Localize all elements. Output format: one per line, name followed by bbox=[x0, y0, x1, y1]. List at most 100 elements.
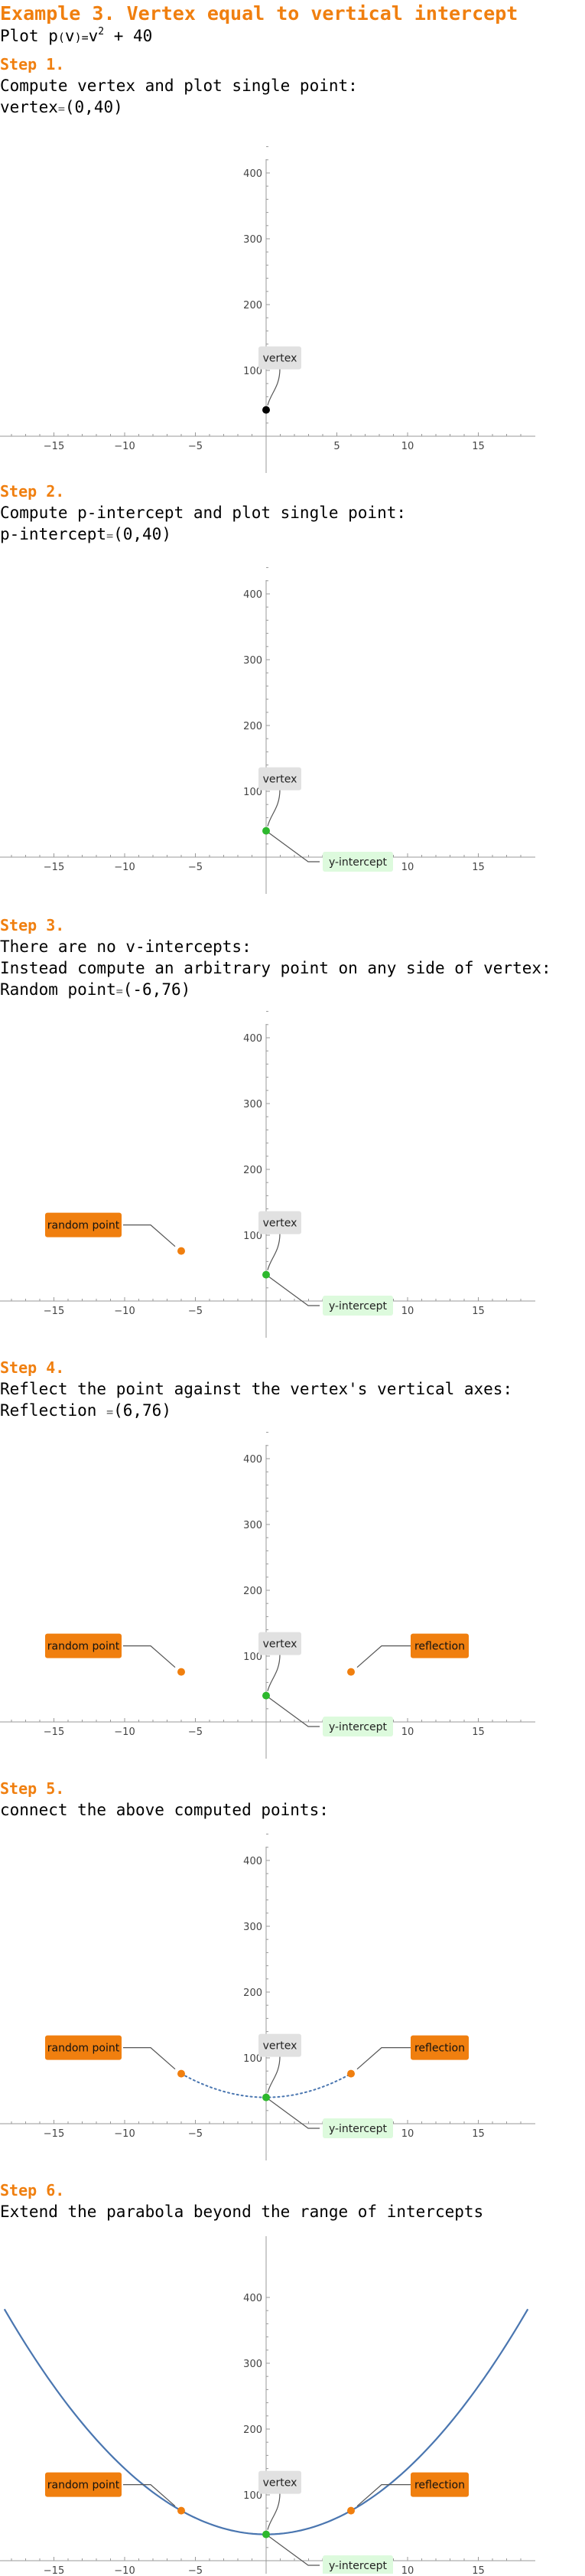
step-4-value: (6,76) bbox=[113, 1401, 171, 1420]
random-point-label-box bbox=[45, 1633, 122, 1658]
vertex-leader bbox=[267, 2056, 281, 2093]
x-tick-label: −10 bbox=[114, 441, 135, 452]
x-tick-label: 15 bbox=[472, 2565, 485, 2574]
y-tick-label: 300 bbox=[243, 1099, 262, 1110]
function-name: p bbox=[48, 27, 58, 45]
reflection-label-box bbox=[411, 2472, 469, 2497]
step-5-label: Step 5. bbox=[0, 1779, 65, 1798]
step-5-line-1: connect the above computed points: bbox=[0, 1801, 329, 1819]
x-tick-label: −5 bbox=[188, 1306, 203, 1317]
x-tick-label: −10 bbox=[114, 2128, 135, 2140]
reflection-label-text: reflection bbox=[414, 1641, 465, 1653]
reflection-label-text: reflection bbox=[414, 2043, 465, 2055]
y-tick-label: 300 bbox=[243, 655, 262, 667]
random-point-leader bbox=[123, 1224, 176, 1247]
y-tick-label: 100 bbox=[243, 1652, 262, 1663]
x-tick-label: −10 bbox=[114, 1727, 135, 1738]
step-4-value-name: Reflection bbox=[0, 1401, 107, 1420]
vertex-label-box bbox=[258, 1632, 301, 1655]
y-intercept-label-text: y-intercept bbox=[329, 1721, 388, 1733]
step-5-text: Step 5. connect the above computed point… bbox=[0, 1778, 585, 1821]
x-tick-label: 15 bbox=[472, 862, 485, 873]
x-tick-label: 10 bbox=[401, 1727, 414, 1738]
step-1-equals: = bbox=[57, 102, 65, 116]
x-tick-label: −10 bbox=[114, 1306, 135, 1317]
y-intercept-label-text: y-intercept bbox=[329, 2123, 388, 2135]
step-1-text: Step 1. Compute vertex and plot single p… bbox=[0, 54, 585, 119]
function-definition: Plot p(v)=v2 + 40 bbox=[0, 24, 152, 51]
close-paren: ) bbox=[74, 31, 82, 44]
step-1-value: (0,40) bbox=[64, 98, 123, 116]
y-intercept-label-text: y-intercept bbox=[329, 856, 388, 869]
x-tick-label: 15 bbox=[472, 1727, 485, 1738]
step-2-label: Step 2. bbox=[0, 482, 65, 501]
data-point-random-point bbox=[177, 2506, 185, 2515]
x-tick-label: −5 bbox=[188, 1727, 203, 1738]
x-tick-label: 15 bbox=[472, 2128, 485, 2140]
y-intercept-label-text: y-intercept bbox=[329, 1300, 388, 1312]
y-tick-label: 400 bbox=[243, 1454, 262, 1466]
step-4-label: Step 4. bbox=[0, 1358, 65, 1377]
step-4-line-1: Reflect the point against the vertex's v… bbox=[0, 1380, 513, 1398]
data-point-random-point bbox=[177, 1668, 185, 1676]
x-tick-label: 15 bbox=[472, 441, 485, 452]
step-4-equals: = bbox=[106, 1405, 114, 1419]
page-title: Example 3. Vertex equal to vertical inte… bbox=[0, 2, 518, 24]
random-point-label-box bbox=[45, 1212, 122, 1237]
x-tick-label: −15 bbox=[44, 2565, 64, 2574]
random-point-label-box bbox=[45, 2472, 122, 2497]
y-intercept-leader bbox=[265, 830, 320, 862]
step-2-line-1: Compute p-intercept and plot single poin… bbox=[0, 504, 407, 522]
data-point-random-point bbox=[177, 2069, 185, 2078]
y-intercept-label-box bbox=[323, 2555, 393, 2574]
x-tick-label: −15 bbox=[44, 441, 64, 452]
step-1-value-name: vertex bbox=[0, 98, 58, 116]
y-intercept-label-box bbox=[323, 1717, 393, 1736]
x-tick-label: −10 bbox=[114, 2565, 135, 2574]
y-tick-label: 300 bbox=[243, 1922, 262, 1933]
random-point-label-text: random point bbox=[47, 1220, 120, 1232]
reflection-leader bbox=[356, 2047, 411, 2070]
vertex-label-box bbox=[258, 1211, 301, 1234]
y-tick-label: 200 bbox=[243, 721, 262, 732]
step-4-text: Step 4. Reflect the point against the ve… bbox=[0, 1357, 585, 1423]
y-tick-label: 300 bbox=[243, 1520, 262, 1531]
data-point-reflection bbox=[347, 2506, 355, 2515]
y-tick-label: 200 bbox=[243, 2424, 262, 2436]
chart-step-3: −15−10−551015100200300400y-interceptvert… bbox=[0, 1011, 535, 1338]
random-point-label-text: random point bbox=[47, 2480, 120, 2492]
data-point-vertex bbox=[262, 2530, 270, 2539]
x-tick-label: 10 bbox=[401, 1306, 414, 1317]
y-tick-label: 400 bbox=[243, 589, 262, 601]
random-point-leader bbox=[123, 2047, 176, 2070]
step-2-equals: = bbox=[106, 529, 114, 543]
y-tick-label: 200 bbox=[243, 1586, 262, 1597]
chart-step-4: −15−10−551015100200300400y-interceptvert… bbox=[0, 1432, 535, 1759]
x-tick-label: −15 bbox=[44, 1306, 64, 1317]
x-tick-label: 10 bbox=[401, 441, 414, 452]
y-tick-label: 100 bbox=[243, 366, 262, 377]
step-6-text: Step 6. Extend the parabola beyond the r… bbox=[0, 2180, 585, 2222]
data-point-vertex bbox=[262, 2093, 270, 2102]
step-3-line-2: Instead compute an arbitrary point on an… bbox=[0, 959, 551, 977]
step-1-line-2: vertex=(0,40) bbox=[0, 96, 585, 119]
x-tick-label: −5 bbox=[188, 2565, 203, 2574]
y-tick-label: 100 bbox=[243, 2490, 262, 2502]
step-2-text: Step 2. Compute p-intercept and plot sin… bbox=[0, 481, 585, 546]
y-tick-label: 200 bbox=[243, 300, 262, 311]
step-3-equals: = bbox=[115, 984, 123, 998]
random-point-label-box bbox=[45, 2035, 122, 2060]
data-point-vertex bbox=[262, 827, 270, 835]
function-variable: v bbox=[64, 27, 75, 45]
x-tick-label: −5 bbox=[188, 862, 203, 873]
y-tick-label: 400 bbox=[243, 2293, 262, 2304]
open-paren: ( bbox=[57, 31, 65, 44]
step-3-text: Step 3. There are no v-intercepts: Inste… bbox=[0, 915, 585, 1002]
step-1-line-1: Compute vertex and plot single point: bbox=[0, 77, 358, 95]
step-6-label: Step 6. bbox=[0, 2181, 65, 2199]
vertex-leader bbox=[267, 789, 281, 827]
equals-sign: = bbox=[81, 31, 89, 44]
x-tick-label: −5 bbox=[188, 2128, 203, 2140]
x-tick-label: 10 bbox=[401, 2128, 414, 2140]
x-tick-label: −5 bbox=[188, 441, 203, 452]
